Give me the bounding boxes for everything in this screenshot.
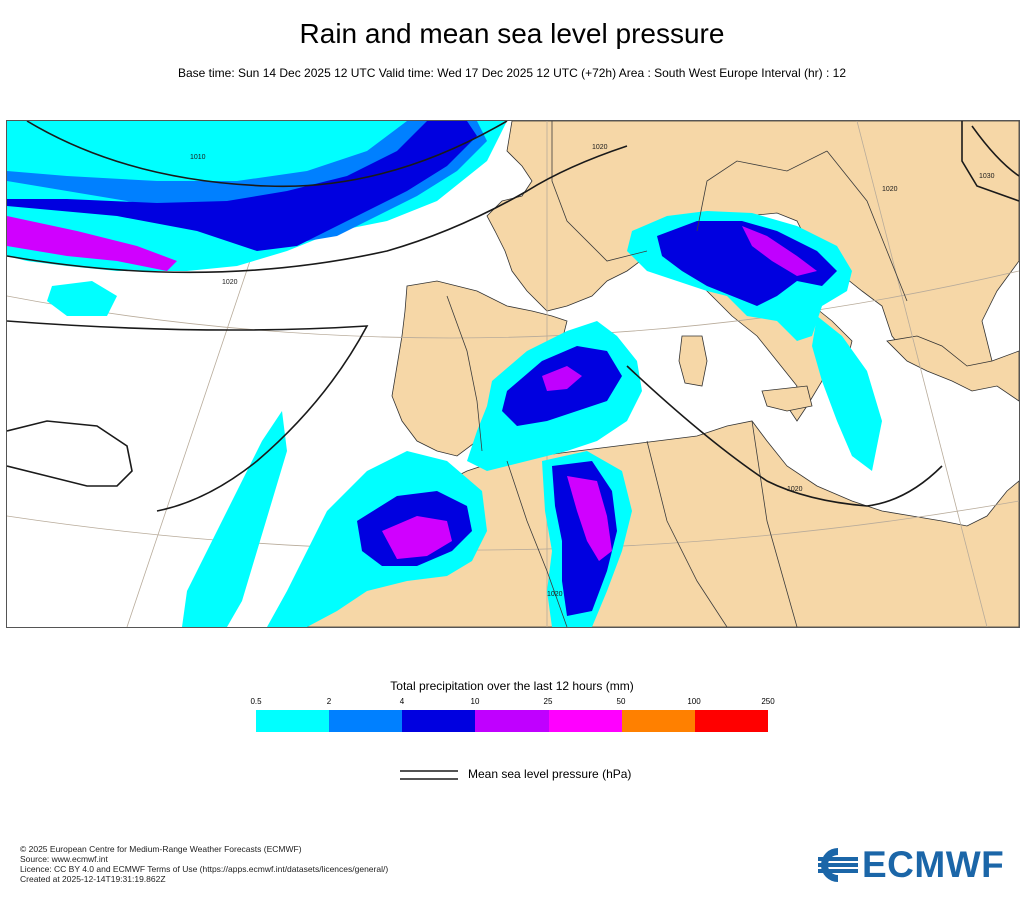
chart-title: Rain and mean sea level pressure xyxy=(299,18,725,49)
ecmwf-logo-icon xyxy=(818,848,858,882)
legend-swatch xyxy=(256,710,330,732)
isobar-label: 1020 xyxy=(592,144,608,151)
legend-tick: 50 xyxy=(616,697,626,706)
land-sicily xyxy=(761,385,813,412)
isobar-1020-west xyxy=(7,320,369,512)
rain-morocco-intense xyxy=(382,516,452,559)
copyright-text: © 2025 European Centre for Medium-Range … xyxy=(20,844,302,854)
rain-small-cell xyxy=(47,281,117,316)
rain-italy-east xyxy=(812,316,882,471)
isobar-label: 1030 xyxy=(979,173,995,180)
isobar-1010 xyxy=(26,121,508,188)
borders xyxy=(446,121,908,627)
isobar-1030 xyxy=(971,125,1019,177)
legend-tick: 0.5 xyxy=(250,697,262,706)
weather-map: 1010 1020 1020 1020 1020 1020 1030 xyxy=(6,120,1020,628)
source-text: Source: www.ecmwf.int xyxy=(20,854,108,864)
isobar-label: 1010 xyxy=(190,154,206,161)
coastlines xyxy=(7,121,1019,487)
legend-title: Total precipitation over the last 12 hou… xyxy=(390,679,634,693)
legend-swatch xyxy=(402,710,476,732)
chart-subtitle: Base time: Sun 14 Dec 2025 12 UTC Valid … xyxy=(177,66,846,80)
isobar-label: 1020 xyxy=(547,591,563,598)
footer-credits: © 2025 European Centre for Medium-Range … xyxy=(20,844,388,884)
licence-text: Licence: CC BY 4.0 and ECMWF Terms of Us… xyxy=(20,864,389,874)
legend-swatch xyxy=(329,710,403,732)
legend-tick: 25 xyxy=(543,697,553,706)
rain-algeria-intense xyxy=(567,476,612,561)
legend-swatch xyxy=(694,710,768,732)
legend-swatch xyxy=(548,710,622,732)
ecmwf-logo-text: ECMWF xyxy=(862,844,1005,885)
isobar-label: 1020 xyxy=(882,186,898,193)
created-text: Created at 2025-12-14T19:31:19.862Z xyxy=(20,874,166,884)
land-sardinia xyxy=(678,335,708,387)
land-greece xyxy=(886,335,1019,402)
isobar-label: 1020 xyxy=(222,279,238,286)
isobar-labels: 1010 1020 1020 1020 1020 1020 1030 xyxy=(190,144,995,598)
isobar-1020-med xyxy=(626,365,943,507)
rain-atlantic-intense xyxy=(7,216,177,271)
legend-tick: 10 xyxy=(470,697,480,706)
rain-atlantic-heavy xyxy=(7,121,477,251)
mslp-line-icon xyxy=(400,770,458,780)
legend-swatch xyxy=(621,710,695,732)
isobar-1020-north xyxy=(7,145,628,274)
mslp-legend-label: Mean sea level pressure (hPa) xyxy=(468,767,632,781)
rain-italy-medium xyxy=(657,221,837,306)
legend-tick: 250 xyxy=(761,697,775,706)
map-canvas: 1010 1020 1020 1020 1020 1020 1030 xyxy=(7,121,1019,627)
legend-tick: 100 xyxy=(687,697,701,706)
legend-swatch xyxy=(475,710,549,732)
rain-atlantic-sw xyxy=(182,411,287,627)
legend-tick: 4 xyxy=(399,697,405,706)
legend-colorbar xyxy=(256,710,768,732)
precipitation-layer xyxy=(7,121,882,627)
rain-med-intense xyxy=(542,366,582,391)
isobars xyxy=(7,121,1019,512)
legend-tick: 2 xyxy=(326,697,332,706)
isobar-label: 1020 xyxy=(787,486,803,493)
rain-italy-intense xyxy=(742,226,817,276)
